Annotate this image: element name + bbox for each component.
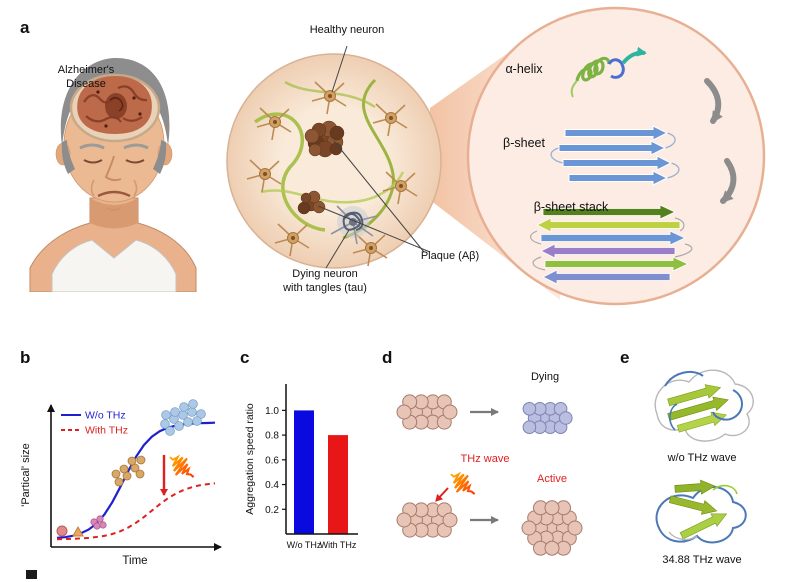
- bar-ytick-label: 0.2: [265, 505, 279, 516]
- patient-face: [79, 143, 149, 211]
- cell: [442, 404, 458, 420]
- panel-c-label: c: [240, 348, 250, 367]
- b-legend-wo-thz: W/o THz: [85, 410, 126, 422]
- healthy-neuron-caption: Healthy neuron: [309, 24, 385, 36]
- b-legend: W/o THz With THz: [61, 410, 128, 437]
- bar-group: [294, 410, 348, 534]
- cell: [544, 540, 560, 556]
- thz-wave-caption: THz wave: [461, 453, 510, 465]
- neuron-art: [274, 223, 310, 257]
- neuron-art: [246, 159, 282, 193]
- c-category-with-thz: With THz: [320, 540, 357, 550]
- active-cell-cluster: [521, 500, 583, 556]
- b-ylabel: 'Partical' size: [20, 443, 32, 507]
- healthy-cell-cluster-2: [396, 502, 458, 538]
- beta-sheet-stack-caption: β-sheet stack: [533, 200, 609, 214]
- transition-arrow-1: [704, 78, 723, 124]
- amyloid-plaque-small: [297, 190, 326, 215]
- beta-sheet-caption: β-sheet: [503, 136, 545, 150]
- cell: [396, 512, 412, 528]
- bar-ytick-label: 0.6: [265, 455, 279, 466]
- thz-pulse-icon-d: [450, 471, 476, 495]
- cell: [521, 520, 537, 536]
- aggregation-bar-chart: Aggregation speed ratio 0.20.40.60.81.0 …: [244, 384, 358, 550]
- plaque-caption: Plaque (Aβ): [420, 250, 480, 262]
- patient-tank-top: [51, 239, 177, 293]
- beta-sheet-art: [550, 125, 680, 186]
- neuron-art: [256, 107, 292, 141]
- active-caption: Active: [537, 473, 567, 485]
- bar-ytick-label: 0.8: [265, 431, 279, 442]
- beta-sheet-stack-art: [530, 204, 693, 285]
- patient-neck-shadow: [90, 198, 138, 229]
- thz-pulse-icon: [169, 454, 195, 478]
- cell: [567, 520, 583, 536]
- bar-with-thz: [328, 435, 348, 534]
- protein-zoom-circle: [465, 5, 767, 312]
- cell: [522, 420, 537, 434]
- neuron-art: [372, 103, 408, 137]
- cell: [442, 512, 458, 528]
- bar-yticks: 0.2 0.4 0.6 0.8 1.0: [265, 406, 286, 516]
- patient-illustration: [28, 42, 198, 297]
- tissue-zoom-circle: [225, 52, 443, 275]
- protein-wo-thz-art: [645, 356, 765, 453]
- growing-aggregate-marker: [111, 455, 146, 487]
- cropped-caption-artifact: [26, 570, 37, 579]
- alpha-helix-caption: α-helix: [505, 62, 543, 76]
- cell: [544, 500, 560, 516]
- dying-caption: Dying: [531, 371, 559, 383]
- b-legend-with-thz: With THz: [85, 425, 128, 437]
- panel-b-label: b: [20, 348, 31, 367]
- healthy-cell-cluster-1: [396, 394, 458, 430]
- dying-cell-cluster: [522, 402, 573, 434]
- alzheimers-caption: Alzheimer's Disease: [57, 64, 115, 90]
- thz-pointer-arrow: [435, 487, 449, 502]
- cell: [396, 404, 412, 420]
- c-ylabel: Aggregation speed ratio: [244, 403, 256, 515]
- oligomer-marker: [72, 525, 84, 537]
- small-cluster-marker: [90, 515, 107, 530]
- transition-arrow-2: [720, 158, 737, 204]
- aggregation-line-chart: 'Partical' size Time W/o THz With THz: [20, 399, 222, 567]
- protein-wo-caption: w/o THz wave: [667, 452, 737, 464]
- panel-a-label: a: [20, 18, 30, 37]
- line-with-thz: [56, 482, 216, 541]
- monomer-marker: [56, 525, 68, 537]
- patient-hair: [60, 58, 170, 146]
- bar-ytick-label: 1.0: [265, 406, 279, 417]
- protein-thz-caption: 34.88 THz wave: [662, 554, 742, 566]
- b-xlabel: Time: [122, 555, 147, 567]
- line-wo-thz: [56, 421, 216, 539]
- bar-ytick-label: 0.4: [265, 480, 279, 491]
- cell: [558, 411, 573, 425]
- panel-e-label: e: [620, 348, 630, 367]
- alpha-helix-art: [570, 46, 647, 98]
- brain-cross-section: [77, 76, 152, 134]
- c-category-wo-thz: W/o THz: [287, 540, 322, 550]
- cell: [522, 402, 537, 416]
- protein-with-thz-art: [645, 466, 765, 557]
- bar-wo-thz: [294, 410, 314, 534]
- panel-d-label: d: [382, 348, 393, 367]
- dying-neuron-caption: Dying neuron with tangles (tau): [283, 268, 367, 294]
- cell-response-illustration: Dying THz wave Active: [396, 371, 583, 556]
- mature-fibril-marker: [160, 399, 206, 436]
